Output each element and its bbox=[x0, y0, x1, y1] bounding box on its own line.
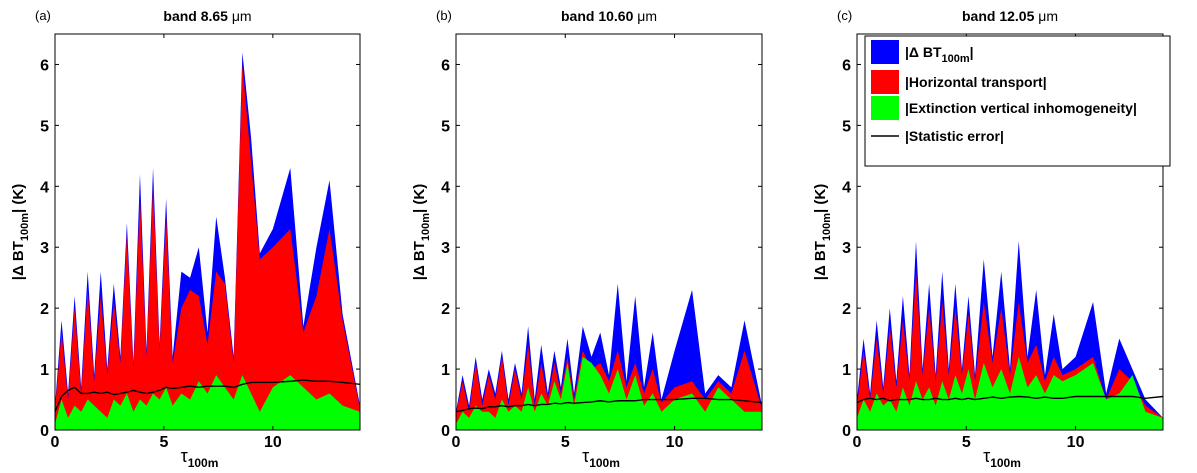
legend-label: |Extinction vertical inhomogeneity| bbox=[905, 100, 1137, 116]
y-axis-label: |Δ BT100m| (K) bbox=[812, 184, 833, 280]
chart-title-unit: μm bbox=[637, 8, 657, 24]
x-tick-label: 10 bbox=[666, 434, 684, 451]
x-axis-label-main: τ bbox=[181, 446, 188, 466]
legend-label-main: |Statistic error| bbox=[905, 128, 1004, 144]
y-axis-label-end: | (K) bbox=[411, 184, 428, 213]
y-axis-label-sub: 100m bbox=[19, 213, 31, 241]
legend-label-main: |Extinction vertical inhomogeneity| bbox=[905, 100, 1137, 116]
y-tick-label: 2 bbox=[40, 301, 49, 318]
x-tick-label: 0 bbox=[452, 434, 461, 451]
x-axis-label-sub: 100m bbox=[589, 456, 620, 470]
legend-label: |Horizontal transport| bbox=[905, 74, 1047, 90]
plot-area bbox=[456, 34, 762, 430]
x-axis-label-main: τ bbox=[582, 446, 589, 466]
x-axis-label: τ100m bbox=[582, 446, 620, 470]
y-tick-label: 0 bbox=[842, 423, 851, 440]
panel-label: (a) bbox=[35, 8, 51, 23]
area-extinction bbox=[456, 356, 762, 430]
y-tick-label: 1 bbox=[842, 362, 851, 379]
legend-swatch bbox=[871, 70, 899, 94]
line-statistic-error bbox=[857, 395, 1163, 404]
y-tick-label: 1 bbox=[441, 362, 450, 379]
y-tick-label: 0 bbox=[441, 423, 450, 440]
y-axis-label-main: |Δ BT bbox=[812, 241, 829, 280]
y-tick-label: 5 bbox=[40, 118, 49, 135]
legend: |Δ BT100m| |Horizontal transport| |Extinct… bbox=[864, 35, 1171, 167]
legend-label-main: |Horizontal transport| bbox=[905, 74, 1047, 90]
axes-frame bbox=[455, 33, 763, 431]
series-group bbox=[55, 52, 360, 430]
line-statistic-error bbox=[456, 397, 762, 413]
series-group bbox=[857, 241, 1163, 430]
y-tick-label: 6 bbox=[40, 57, 49, 74]
legend-item-horizontal: |Horizontal transport| bbox=[871, 70, 1047, 94]
y-axis-label-sub: 100m bbox=[821, 213, 833, 241]
x-axis-label: τ100m bbox=[983, 446, 1021, 470]
legend-item-extinction: |Extinction vertical inhomogeneity| bbox=[871, 96, 1137, 120]
legend-label-sub: 100m bbox=[942, 53, 970, 65]
y-tick-label: 3 bbox=[441, 240, 450, 257]
y-tick-label: 4 bbox=[40, 179, 49, 196]
x-tick-label: 5 bbox=[962, 434, 971, 451]
x-tick-label: 0 bbox=[51, 434, 60, 451]
legend-item-statistic: |Statistic error| bbox=[871, 128, 1004, 144]
legend-label-end: | bbox=[970, 44, 974, 60]
chart-title-main: band 8.65 bbox=[163, 8, 231, 24]
chart-title-unit: μm bbox=[232, 8, 252, 24]
y-axis-label-main: |Δ BT bbox=[411, 241, 428, 280]
x-axis-label-sub: 100m bbox=[990, 456, 1021, 470]
panel-label: (b) bbox=[436, 8, 452, 23]
y-tick-label: 3 bbox=[40, 240, 49, 257]
y-tick-label: 1 bbox=[40, 362, 49, 379]
y-tick-label: 4 bbox=[441, 179, 450, 196]
panel-label: (c) bbox=[837, 8, 852, 23]
x-tick-label: 5 bbox=[561, 434, 570, 451]
legend-swatch bbox=[871, 96, 899, 120]
y-tick-label: 2 bbox=[441, 301, 450, 318]
y-tick-label: 5 bbox=[441, 118, 450, 135]
x-tick-label: 0 bbox=[853, 434, 862, 451]
y-axis-label-end: | (K) bbox=[10, 184, 27, 213]
x-tick-label: 10 bbox=[264, 434, 282, 451]
x-axis-label-sub: 100m bbox=[188, 456, 219, 470]
area-horizontal bbox=[55, 64, 360, 430]
y-axis-label-sub: 100m bbox=[420, 213, 432, 241]
area-extinction bbox=[55, 375, 360, 430]
line-statistic-error bbox=[55, 379, 360, 412]
chart-title: band 8.65 μm bbox=[163, 8, 251, 24]
legend-label-main: |Δ BT bbox=[905, 44, 942, 60]
axes-frame bbox=[54, 33, 361, 431]
legend-label: |Δ BT100m| bbox=[905, 44, 974, 65]
x-axis-label: τ100m bbox=[181, 446, 219, 470]
y-axis-label-main: |Δ BT bbox=[10, 241, 27, 280]
y-tick-label: 5 bbox=[842, 118, 851, 135]
x-tick-label: 5 bbox=[159, 434, 168, 451]
y-tick-label: 2 bbox=[842, 301, 851, 318]
y-tick-label: 3 bbox=[842, 240, 851, 257]
chart-title-main: band 12.05 bbox=[962, 8, 1038, 24]
y-axis-label-end: | (K) bbox=[812, 184, 829, 213]
y-tick-label: 6 bbox=[842, 57, 851, 74]
chart-title-unit: μm bbox=[1038, 8, 1058, 24]
x-tick-label: 10 bbox=[1067, 434, 1085, 451]
area-extinction bbox=[857, 356, 1163, 430]
chart-title-main: band 10.60 bbox=[561, 8, 637, 24]
legend-label: |Statistic error| bbox=[905, 128, 1004, 144]
y-axis-label: |Δ BT100m| (K) bbox=[411, 184, 432, 280]
chart-title: band 12.05 μm bbox=[962, 8, 1058, 24]
legend-item-delta: |Δ BT100m| bbox=[871, 40, 974, 65]
y-tick-label: 6 bbox=[441, 57, 450, 74]
chart-title: band 10.60 μm bbox=[561, 8, 657, 24]
y-tick-label: 4 bbox=[842, 179, 851, 196]
x-axis-label-main: τ bbox=[983, 446, 990, 466]
y-tick-label: 0 bbox=[40, 423, 49, 440]
axes-frame bbox=[856, 33, 1164, 431]
y-axis-label: |Δ BT100m| (K) bbox=[10, 184, 31, 280]
legend-swatch bbox=[871, 40, 899, 64]
legend-box bbox=[864, 35, 1171, 167]
series-group bbox=[456, 283, 762, 430]
